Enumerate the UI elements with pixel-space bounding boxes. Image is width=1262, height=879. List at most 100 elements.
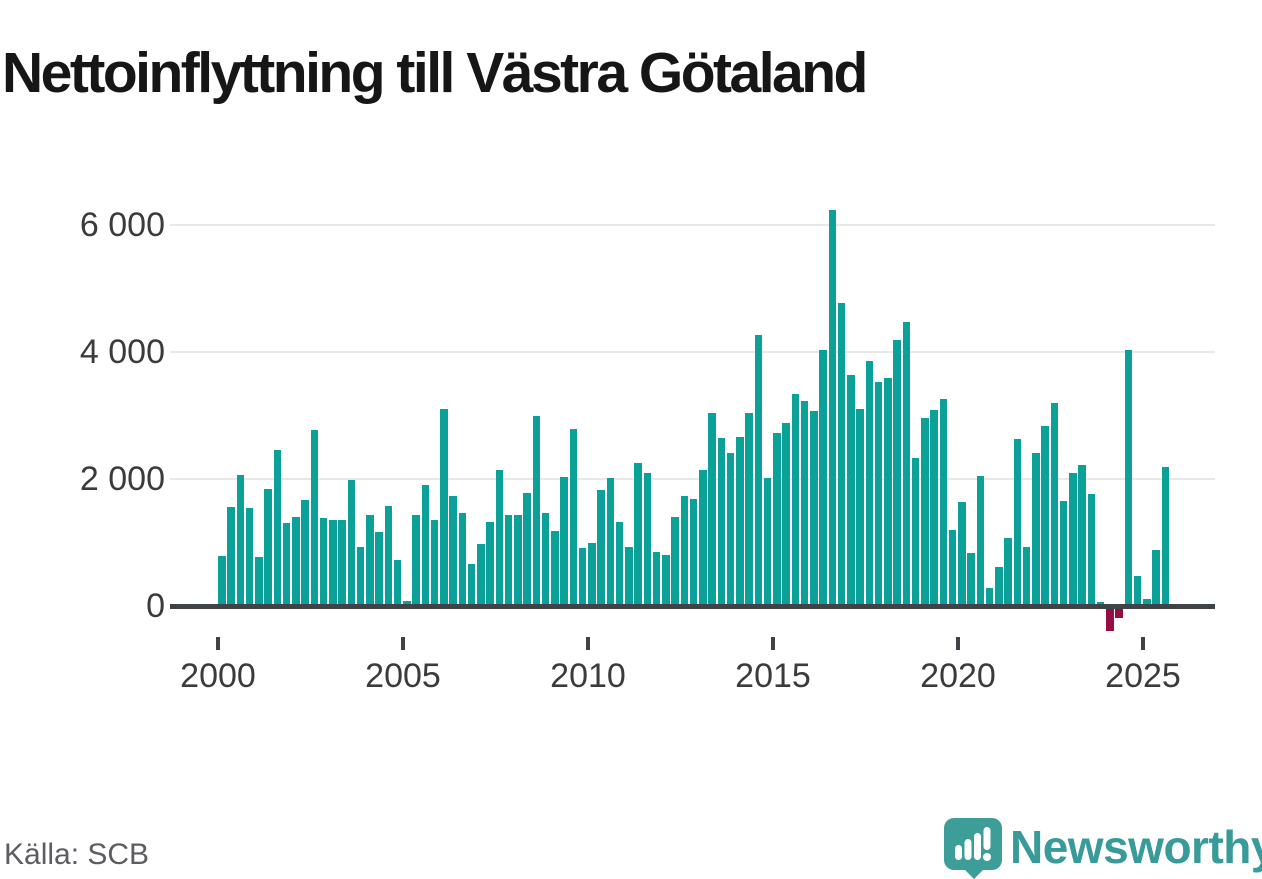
y-axis-label: 6 000 bbox=[79, 206, 165, 245]
x-axis-baseline bbox=[170, 604, 1215, 609]
x-axis-label: 2025 bbox=[1105, 657, 1181, 695]
bar bbox=[884, 377, 892, 606]
bar bbox=[726, 453, 735, 606]
bar bbox=[467, 564, 476, 606]
bar bbox=[541, 513, 550, 606]
bar bbox=[264, 489, 272, 606]
bar bbox=[430, 520, 439, 606]
bar bbox=[255, 557, 263, 606]
bar bbox=[791, 393, 800, 606]
bar bbox=[319, 518, 328, 606]
bar bbox=[597, 489, 605, 606]
source-text: Källa: SCB bbox=[4, 838, 150, 871]
bar bbox=[523, 493, 531, 606]
bar bbox=[338, 520, 346, 606]
bar bbox=[717, 437, 726, 606]
bar bbox=[1059, 500, 1068, 606]
bar bbox=[745, 413, 753, 606]
bar bbox=[421, 485, 430, 606]
bar bbox=[227, 507, 235, 606]
bar bbox=[1087, 494, 1096, 606]
bar bbox=[847, 375, 855, 606]
bar bbox=[375, 531, 383, 606]
bar bbox=[495, 469, 504, 606]
bar bbox=[273, 449, 282, 606]
bar bbox=[1143, 599, 1151, 606]
bar bbox=[643, 472, 652, 606]
bar bbox=[699, 470, 707, 606]
bar bbox=[689, 499, 698, 606]
bar bbox=[939, 398, 948, 606]
bar bbox=[1115, 607, 1123, 618]
bar bbox=[282, 522, 291, 606]
bar bbox=[1106, 607, 1114, 632]
bar bbox=[754, 335, 763, 606]
bar bbox=[412, 515, 420, 606]
bar bbox=[615, 522, 624, 606]
bar bbox=[551, 531, 559, 606]
bar bbox=[347, 479, 356, 606]
bar bbox=[384, 505, 393, 606]
bar bbox=[1004, 537, 1012, 606]
bar bbox=[1050, 403, 1059, 606]
bar bbox=[856, 408, 864, 606]
bar bbox=[245, 508, 254, 606]
bar bbox=[301, 500, 309, 606]
x-axis-label: 2020 bbox=[920, 657, 996, 695]
bar bbox=[1152, 550, 1160, 606]
x-axis-label: 2005 bbox=[365, 657, 441, 695]
bar bbox=[560, 477, 568, 606]
bar bbox=[292, 517, 300, 606]
bar bbox=[865, 360, 874, 606]
bar bbox=[606, 477, 615, 606]
bar bbox=[921, 418, 929, 606]
bar bbox=[532, 415, 541, 606]
bar bbox=[366, 515, 374, 606]
bar bbox=[763, 477, 772, 606]
bar bbox=[967, 553, 975, 606]
newsworthy-wordmark: Newsworthy bbox=[1010, 821, 1262, 873]
bar bbox=[828, 210, 837, 606]
bar bbox=[1041, 425, 1049, 606]
chart-title: Nettoinflyttning till Västra Götaland bbox=[2, 41, 868, 106]
bar bbox=[310, 429, 319, 606]
bar bbox=[1078, 464, 1086, 606]
bar bbox=[662, 555, 670, 606]
y-axis-label: 4 000 bbox=[79, 333, 165, 372]
bar bbox=[958, 501, 966, 606]
bar bbox=[930, 410, 938, 606]
bar bbox=[356, 547, 365, 606]
bar bbox=[1013, 438, 1022, 606]
bar bbox=[708, 413, 716, 606]
bar bbox=[477, 543, 485, 606]
x-axis-tick bbox=[771, 637, 775, 650]
x-axis-tick bbox=[1141, 637, 1145, 650]
bar bbox=[1022, 547, 1031, 606]
bar bbox=[1161, 467, 1170, 606]
bar bbox=[976, 475, 985, 606]
bar bbox=[393, 560, 402, 606]
bar bbox=[810, 410, 818, 606]
bar bbox=[680, 496, 689, 606]
bar bbox=[893, 339, 901, 606]
bar bbox=[671, 517, 679, 606]
bar bbox=[800, 401, 809, 606]
x-axis-label: 2010 bbox=[550, 657, 626, 695]
bar bbox=[634, 462, 642, 606]
bar bbox=[773, 432, 781, 606]
bar bbox=[329, 520, 337, 606]
y-axis-label: 2 000 bbox=[79, 460, 165, 499]
bar bbox=[1124, 349, 1133, 606]
bar bbox=[458, 513, 467, 606]
gridline bbox=[170, 224, 1215, 227]
bar bbox=[569, 429, 578, 606]
bar bbox=[514, 515, 522, 606]
bar bbox=[486, 521, 494, 606]
newsworthy-logo: Newsworthy bbox=[944, 818, 1262, 879]
bar bbox=[948, 529, 957, 606]
bar bbox=[874, 382, 883, 606]
bar bbox=[578, 547, 587, 606]
bar bbox=[440, 409, 448, 606]
gridline bbox=[170, 351, 1215, 354]
